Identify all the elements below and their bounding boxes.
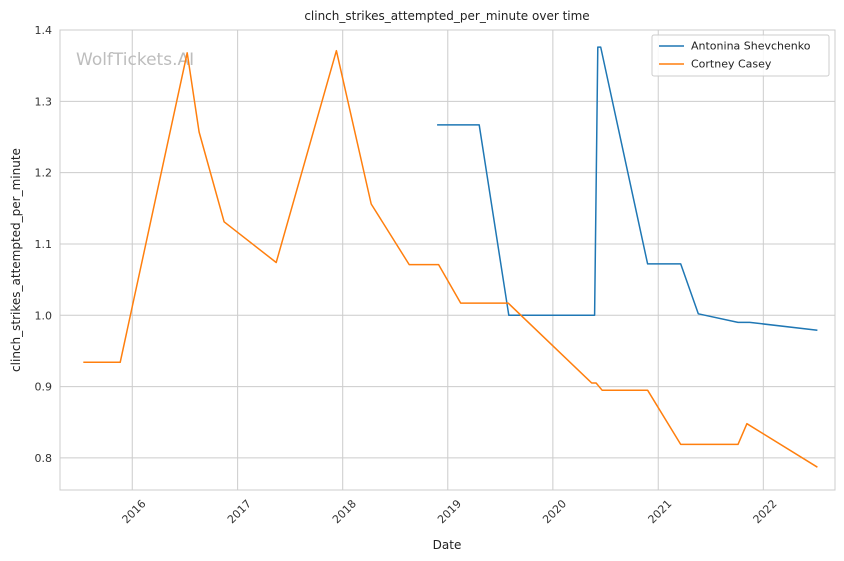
chart-title: clinch_strikes_attempted_per_minute over… [304, 9, 589, 23]
legend-label-cortney-casey: Cortney Casey [691, 58, 772, 71]
x-axis-label: Date [433, 538, 462, 552]
y-tick-label: 1.4 [35, 24, 53, 37]
y-tick-label: 1.3 [35, 95, 53, 108]
y-tick-label: 1.2 [35, 167, 53, 180]
series-line-antonina-shevchenko [437, 46, 818, 331]
legend-label-antonina-shevchenko: Antonina Shevchenko [691, 40, 811, 53]
y-tick-label: 1.0 [35, 309, 53, 322]
series-lines [83, 46, 818, 468]
y-axis-label: clinch_strikes_attempted_per_minute [9, 148, 23, 372]
y-tick-label: 0.9 [35, 381, 53, 394]
series-line-cortney-casey [83, 49, 818, 468]
legend: Antonina Shevchenko Cortney Casey [651, 34, 830, 77]
grid [60, 29, 835, 490]
watermark: WolfTickets.AI [76, 50, 194, 70]
y-tick-label: 0.8 [35, 452, 53, 465]
plot-area-frame [59, 29, 836, 491]
legend-box [651, 34, 830, 77]
y-tick-label: 1.1 [35, 238, 53, 251]
